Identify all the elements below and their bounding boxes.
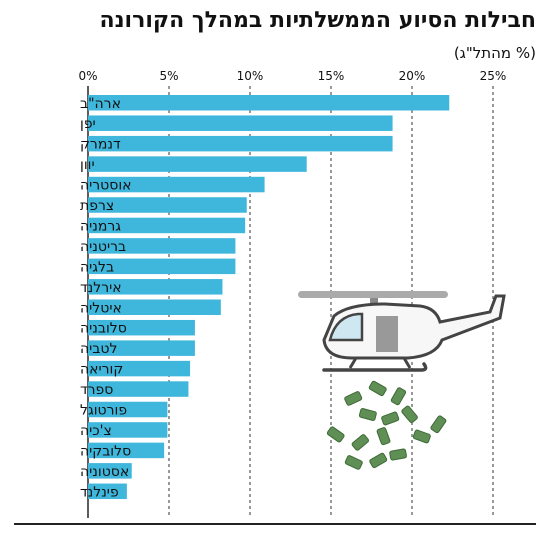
bottom-rule: [14, 523, 536, 525]
bar: [88, 483, 127, 500]
bar: [88, 95, 450, 111]
x-axis-ticks: 0% 5% 10% 15% 20% 25%: [78, 69, 506, 83]
category-label: יוון: [80, 157, 95, 173]
bar: [88, 360, 191, 377]
category-label: פינלנד: [80, 484, 119, 500]
category-label: צרפת: [80, 198, 114, 214]
money-bills-icon: [326, 380, 447, 470]
tick-label: 20%: [399, 69, 426, 83]
category-labels: ארה"ב יפן דנמרק יוון אוסטריה צרפת גרמניה בריטני…: [80, 96, 132, 501]
chart-subtitle: (% מהתל"ג): [453, 44, 536, 62]
category-label: גרמניה: [80, 218, 121, 234]
category-label: בלגיה: [80, 259, 114, 275]
bar: [88, 442, 165, 459]
category-label: קוריאה: [80, 362, 123, 378]
bar: [88, 258, 236, 275]
bars: [88, 95, 450, 500]
bar: [88, 156, 307, 172]
category-label: אסטוניה: [80, 464, 129, 480]
category-label: בריטניה: [80, 239, 126, 255]
bar: [88, 401, 168, 418]
tick-label: 10%: [237, 69, 264, 83]
bar: [88, 217, 246, 234]
category-label: דנמרק: [80, 137, 121, 153]
bar: [88, 340, 195, 356]
tick-label: 5%: [159, 69, 178, 83]
bar: [88, 299, 221, 315]
tick-label: 25%: [480, 69, 507, 83]
bar: [88, 381, 189, 397]
category-label: יפן: [80, 116, 96, 132]
tick-label: 15%: [318, 69, 345, 83]
bar: [88, 197, 247, 213]
helicopter-body-icon: [322, 294, 506, 360]
bar: [88, 115, 393, 131]
category-label: צ'כיה: [80, 423, 112, 439]
bar: [88, 463, 132, 479]
bar: [88, 422, 168, 438]
category-label: אירלנד: [80, 280, 122, 296]
bar: [88, 135, 393, 152]
bar: [88, 176, 265, 193]
rotor-icon: [298, 291, 448, 298]
category-label: סלובקיה: [80, 443, 131, 459]
category-label: ספרד: [80, 382, 113, 398]
category-label: ארה"ב: [80, 96, 121, 112]
tick-label: 0%: [78, 69, 97, 83]
category-label: איטליה: [80, 300, 122, 316]
bar: [88, 238, 236, 254]
bar: [88, 279, 223, 295]
bar: [88, 319, 195, 336]
category-label: סלובניה: [80, 321, 127, 337]
category-label: פורטוגל: [80, 403, 127, 419]
category-label: אוסטריה: [80, 178, 132, 194]
helicopter-money-illustration: [298, 291, 506, 470]
chart-title: חבילות הסיוע הממשלתיות במהלך הקורונה: [99, 8, 536, 33]
category-label: לטביה: [80, 341, 117, 357]
